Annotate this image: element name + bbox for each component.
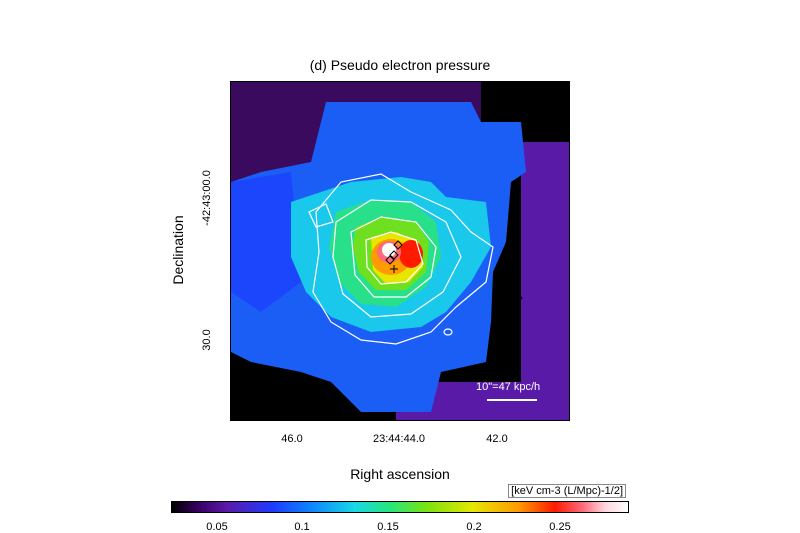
colorbar-tick: 0.1 [294, 521, 310, 533]
colorbar-tick: 0.25 [549, 521, 571, 533]
pressure-map [230, 81, 570, 421]
y-tick-label: -42:43:00.0 [201, 170, 213, 226]
colorbar-tick: 0.2 [466, 521, 482, 533]
x-tick-label: 23:44:44.0 [373, 433, 425, 445]
x-tick-label: 46.0 [281, 433, 303, 445]
colorbar-tick: 0.15 [377, 521, 399, 533]
colorbar-tick: 0.05 [206, 521, 228, 533]
x-axis-label: Right ascension [350, 466, 450, 482]
y-tick-label: 30.0 [201, 329, 213, 351]
plot-title: (d) Pseudo electron pressure [309, 57, 491, 73]
scale-bar-label: 10"=47 kpc/h [476, 381, 541, 393]
colorbar-units: [keV cm-3 (L/Mpc)-1/2] [508, 484, 626, 498]
y-axis-label: Declination [170, 215, 186, 285]
x-tick-label: 42.0 [486, 433, 508, 445]
colorbar [171, 501, 629, 513]
pressure-map-image [231, 82, 569, 420]
